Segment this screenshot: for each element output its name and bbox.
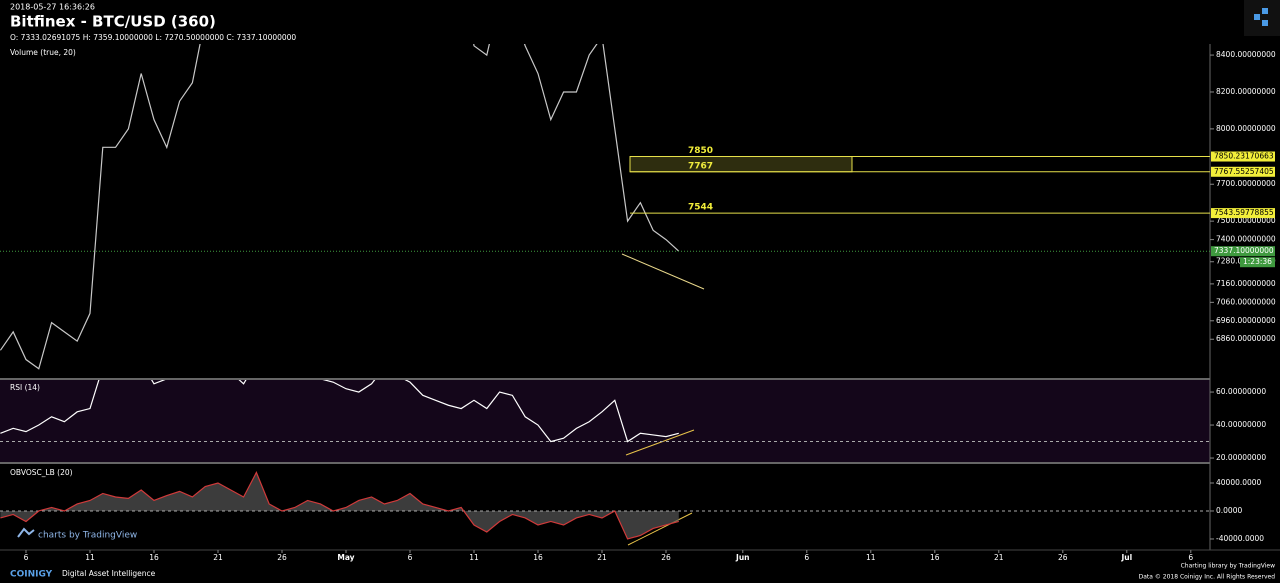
- x-tick-label: May: [337, 553, 354, 562]
- ohlc: O: 7333.02691075 H: 7359.10000000 L: 727…: [10, 33, 296, 42]
- trendline: [625, 429, 695, 456]
- x-tick-label: 6: [24, 553, 29, 562]
- y-tick-label: 6960.00000000: [1216, 316, 1276, 325]
- timestamp: 2018-05-27 16:36:26: [10, 3, 95, 12]
- panel-label: RSI (14): [10, 383, 40, 392]
- y-tick-label: 7500.00000000: [1216, 216, 1276, 225]
- y-tick-label: 7060.00000000: [1216, 297, 1276, 306]
- logo-mark: [1254, 8, 1268, 26]
- logo: [1244, 0, 1280, 36]
- tagline: Digital Asset Intelligence: [62, 569, 156, 578]
- x-tick-label: 21: [597, 553, 607, 562]
- level-annotation: 7544: [688, 203, 713, 213]
- y-tick-label: 8400.00000000: [1216, 50, 1276, 59]
- x-tick-label: 6: [804, 553, 809, 562]
- level-annotation: 7767: [688, 161, 713, 171]
- y-tick-label: 7700.00000000: [1216, 179, 1276, 188]
- level-tag: [1211, 151, 1275, 162]
- x-tick-label: 16: [533, 553, 543, 562]
- x-tick-label: 11: [469, 553, 479, 562]
- trendline: [627, 512, 693, 546]
- countdown: 1:23:36: [1243, 257, 1272, 266]
- y-tick-label: 8200.00000000: [1216, 87, 1276, 96]
- x-tick-label: 11: [85, 553, 95, 562]
- x-tick-label: 16: [930, 553, 940, 562]
- panel-label: OBVOSC_LB (20): [10, 468, 73, 477]
- y-tick-label: -40000.0000: [1216, 534, 1264, 543]
- rsi-background: [0, 380, 1210, 462]
- last-price-tag: [1211, 246, 1275, 257]
- y-tick-label: 7160.00000000: [1216, 279, 1276, 288]
- y-tick-label: 40000.0000: [1216, 478, 1262, 487]
- x-tick-label: 26: [277, 553, 287, 562]
- y-tick-label: 7400.00000000: [1216, 235, 1276, 244]
- x-tick-label: 21: [994, 553, 1004, 562]
- last-price-label: 7337.10000000: [1214, 246, 1274, 255]
- level-tag: [1211, 208, 1275, 219]
- area: [0, 472, 679, 539]
- x-tick-label: 26: [661, 553, 671, 562]
- line: [0, 380, 679, 443]
- line: [0, 44, 680, 370]
- x-tick-label: Jun: [735, 553, 749, 562]
- level-tag: [1211, 166, 1275, 177]
- x-tick-label: 6: [1188, 553, 1193, 562]
- level-tag-label: 7767.55257405: [1214, 167, 1274, 176]
- library-credit: Charting library by TradingView: [1181, 563, 1275, 570]
- x-tick-label: 6: [408, 553, 413, 562]
- y-tick-label: 60.00000000: [1216, 387, 1266, 396]
- y-tick-label: 20.00000000: [1216, 453, 1266, 462]
- chart-title: Bitfinex - BTC/USD (360): [10, 13, 216, 31]
- watermark: charts by TradingView: [38, 531, 137, 541]
- level-annotation: 7850: [688, 146, 713, 156]
- x-tick-label: Jul: [1120, 553, 1132, 562]
- panel-label: Volume (true, 20): [10, 48, 76, 57]
- y-tick-label: 6860.00000000: [1216, 334, 1276, 343]
- level-tag-label: 7850.23170663: [1214, 152, 1274, 161]
- line: [0, 471, 679, 540]
- level-zone: [629, 156, 853, 173]
- x-tick-label: 21: [213, 553, 223, 562]
- level-tag-label: 7543.59778855: [1214, 208, 1274, 217]
- x-tick-label: 26: [1058, 553, 1068, 562]
- y-tick-label: 40.00000000: [1216, 420, 1266, 429]
- y-tick-label: 0.0000: [1216, 506, 1242, 515]
- countdown-tag: [1240, 257, 1275, 268]
- x-tick-label: 16: [149, 553, 159, 562]
- y-tick-label: 8000.00000000: [1216, 124, 1276, 133]
- copyright: Data © 2018 Coinigy Inc. All Rights Rese…: [1139, 574, 1276, 581]
- trendline: [621, 253, 705, 290]
- watermark-icon: [17, 527, 35, 538]
- brand: COINIGY: [10, 570, 53, 580]
- x-tick-label: 11: [866, 553, 876, 562]
